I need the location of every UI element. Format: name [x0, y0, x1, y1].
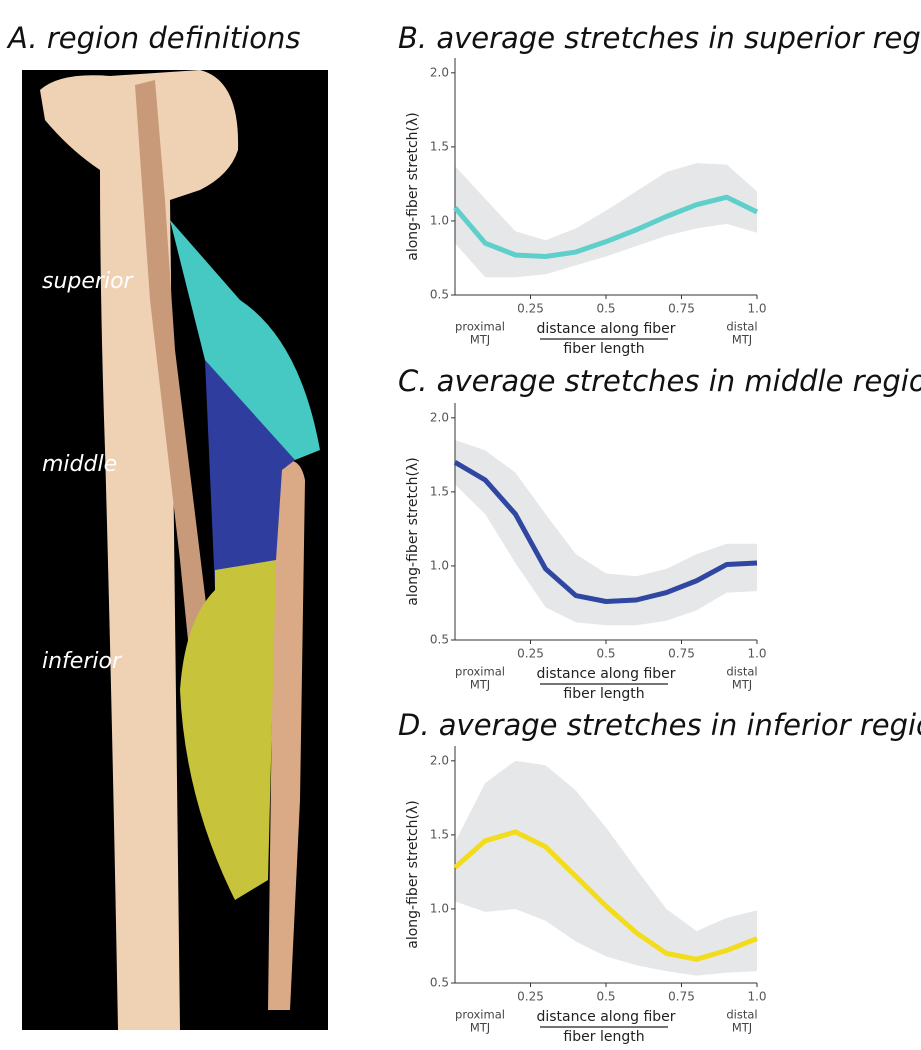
x-start-label: MTJ	[470, 678, 490, 692]
y-tick-label: 0.5	[430, 976, 449, 990]
x-axis-label: fiber length	[563, 686, 644, 702]
x-tick-label: 0.75	[668, 647, 695, 661]
x-tick-label: 0.25	[517, 647, 544, 661]
chart-title: B. average stretches in superior region	[398, 21, 921, 55]
fiber-inferior	[180, 560, 276, 900]
x-tick-label: 0.5	[596, 302, 615, 316]
bone-ridge	[135, 80, 215, 760]
chart-title: C. average stretches in middle region	[398, 364, 921, 398]
y-tick-label: 2.0	[430, 410, 449, 424]
chart-title: D. average stretches in inferior region	[398, 708, 921, 742]
x-axis-label: fiber length	[563, 1029, 644, 1045]
y-tick-label: 1.5	[430, 139, 449, 153]
x-start-label: proximal	[455, 320, 505, 334]
x-end-label: distal	[726, 1008, 757, 1022]
mean-line	[453, 194, 759, 259]
y-tick-label: 1.5	[430, 827, 449, 841]
x-tick-label: 1.0	[747, 647, 766, 661]
y-axis-label: along-fiber stretch(λ)	[405, 800, 421, 948]
x-start-label: proximal	[455, 665, 505, 679]
y-tick-label: 2.0	[430, 753, 449, 767]
y-tick-label: 2.0	[430, 65, 449, 79]
y-axis-label: along-fiber stretch(λ)	[405, 112, 421, 260]
x-tick-label: 1.0	[747, 302, 766, 316]
x-axis-label: distance along fiber	[536, 1009, 675, 1025]
x-end-label: distal	[726, 665, 757, 679]
x-end-label: distal	[726, 320, 757, 334]
y-tick-label: 0.5	[430, 288, 449, 302]
confidence-band	[455, 440, 757, 626]
x-tick-label: 0.75	[668, 302, 695, 316]
x-start-label: MTJ	[470, 1021, 490, 1035]
y-tick-label: 1.0	[430, 213, 449, 227]
region-label: superior	[42, 269, 135, 294]
region-label: middle	[42, 452, 117, 477]
y-tick-label: 1.0	[430, 558, 449, 572]
y-tick-label: 0.5	[430, 633, 449, 647]
mean-line	[453, 460, 758, 604]
x-start-label: MTJ	[470, 333, 490, 347]
x-axis-label: distance along fiber	[536, 321, 675, 337]
y-axis-label: along-fiber stretch(λ)	[405, 457, 421, 605]
fiber-middle	[205, 360, 295, 590]
y-tick-label: 1.0	[430, 901, 449, 915]
panel-title: A. region definitions	[6, 21, 300, 55]
panel-a: A. region definitions superior middle in…	[6, 21, 328, 1030]
x-end-label: MTJ	[732, 1021, 752, 1035]
y-tick-label: 1.5	[430, 484, 449, 498]
fiber-superior	[170, 220, 320, 460]
x-tick-label: 0.25	[517, 990, 544, 1004]
x-tick-label: 0.75	[668, 990, 695, 1004]
x-end-label: MTJ	[732, 333, 752, 347]
x-axis-label: fiber length	[563, 341, 644, 357]
confidence-band	[455, 760, 757, 976]
x-tick-label: 0.25	[517, 302, 544, 316]
x-tick-label: 1.0	[747, 990, 766, 1004]
x-end-label: MTJ	[732, 678, 752, 692]
region-label: inferior	[42, 649, 123, 674]
bone	[40, 70, 239, 1030]
mean-line	[453, 829, 758, 962]
x-tick-label: 0.5	[596, 990, 615, 1004]
x-tick-label: 0.5	[596, 647, 615, 661]
x-axis-label: distance along fiber	[536, 666, 675, 682]
bone-fragment	[268, 460, 305, 1010]
x-start-label: proximal	[455, 1008, 505, 1022]
confidence-band	[455, 163, 757, 278]
